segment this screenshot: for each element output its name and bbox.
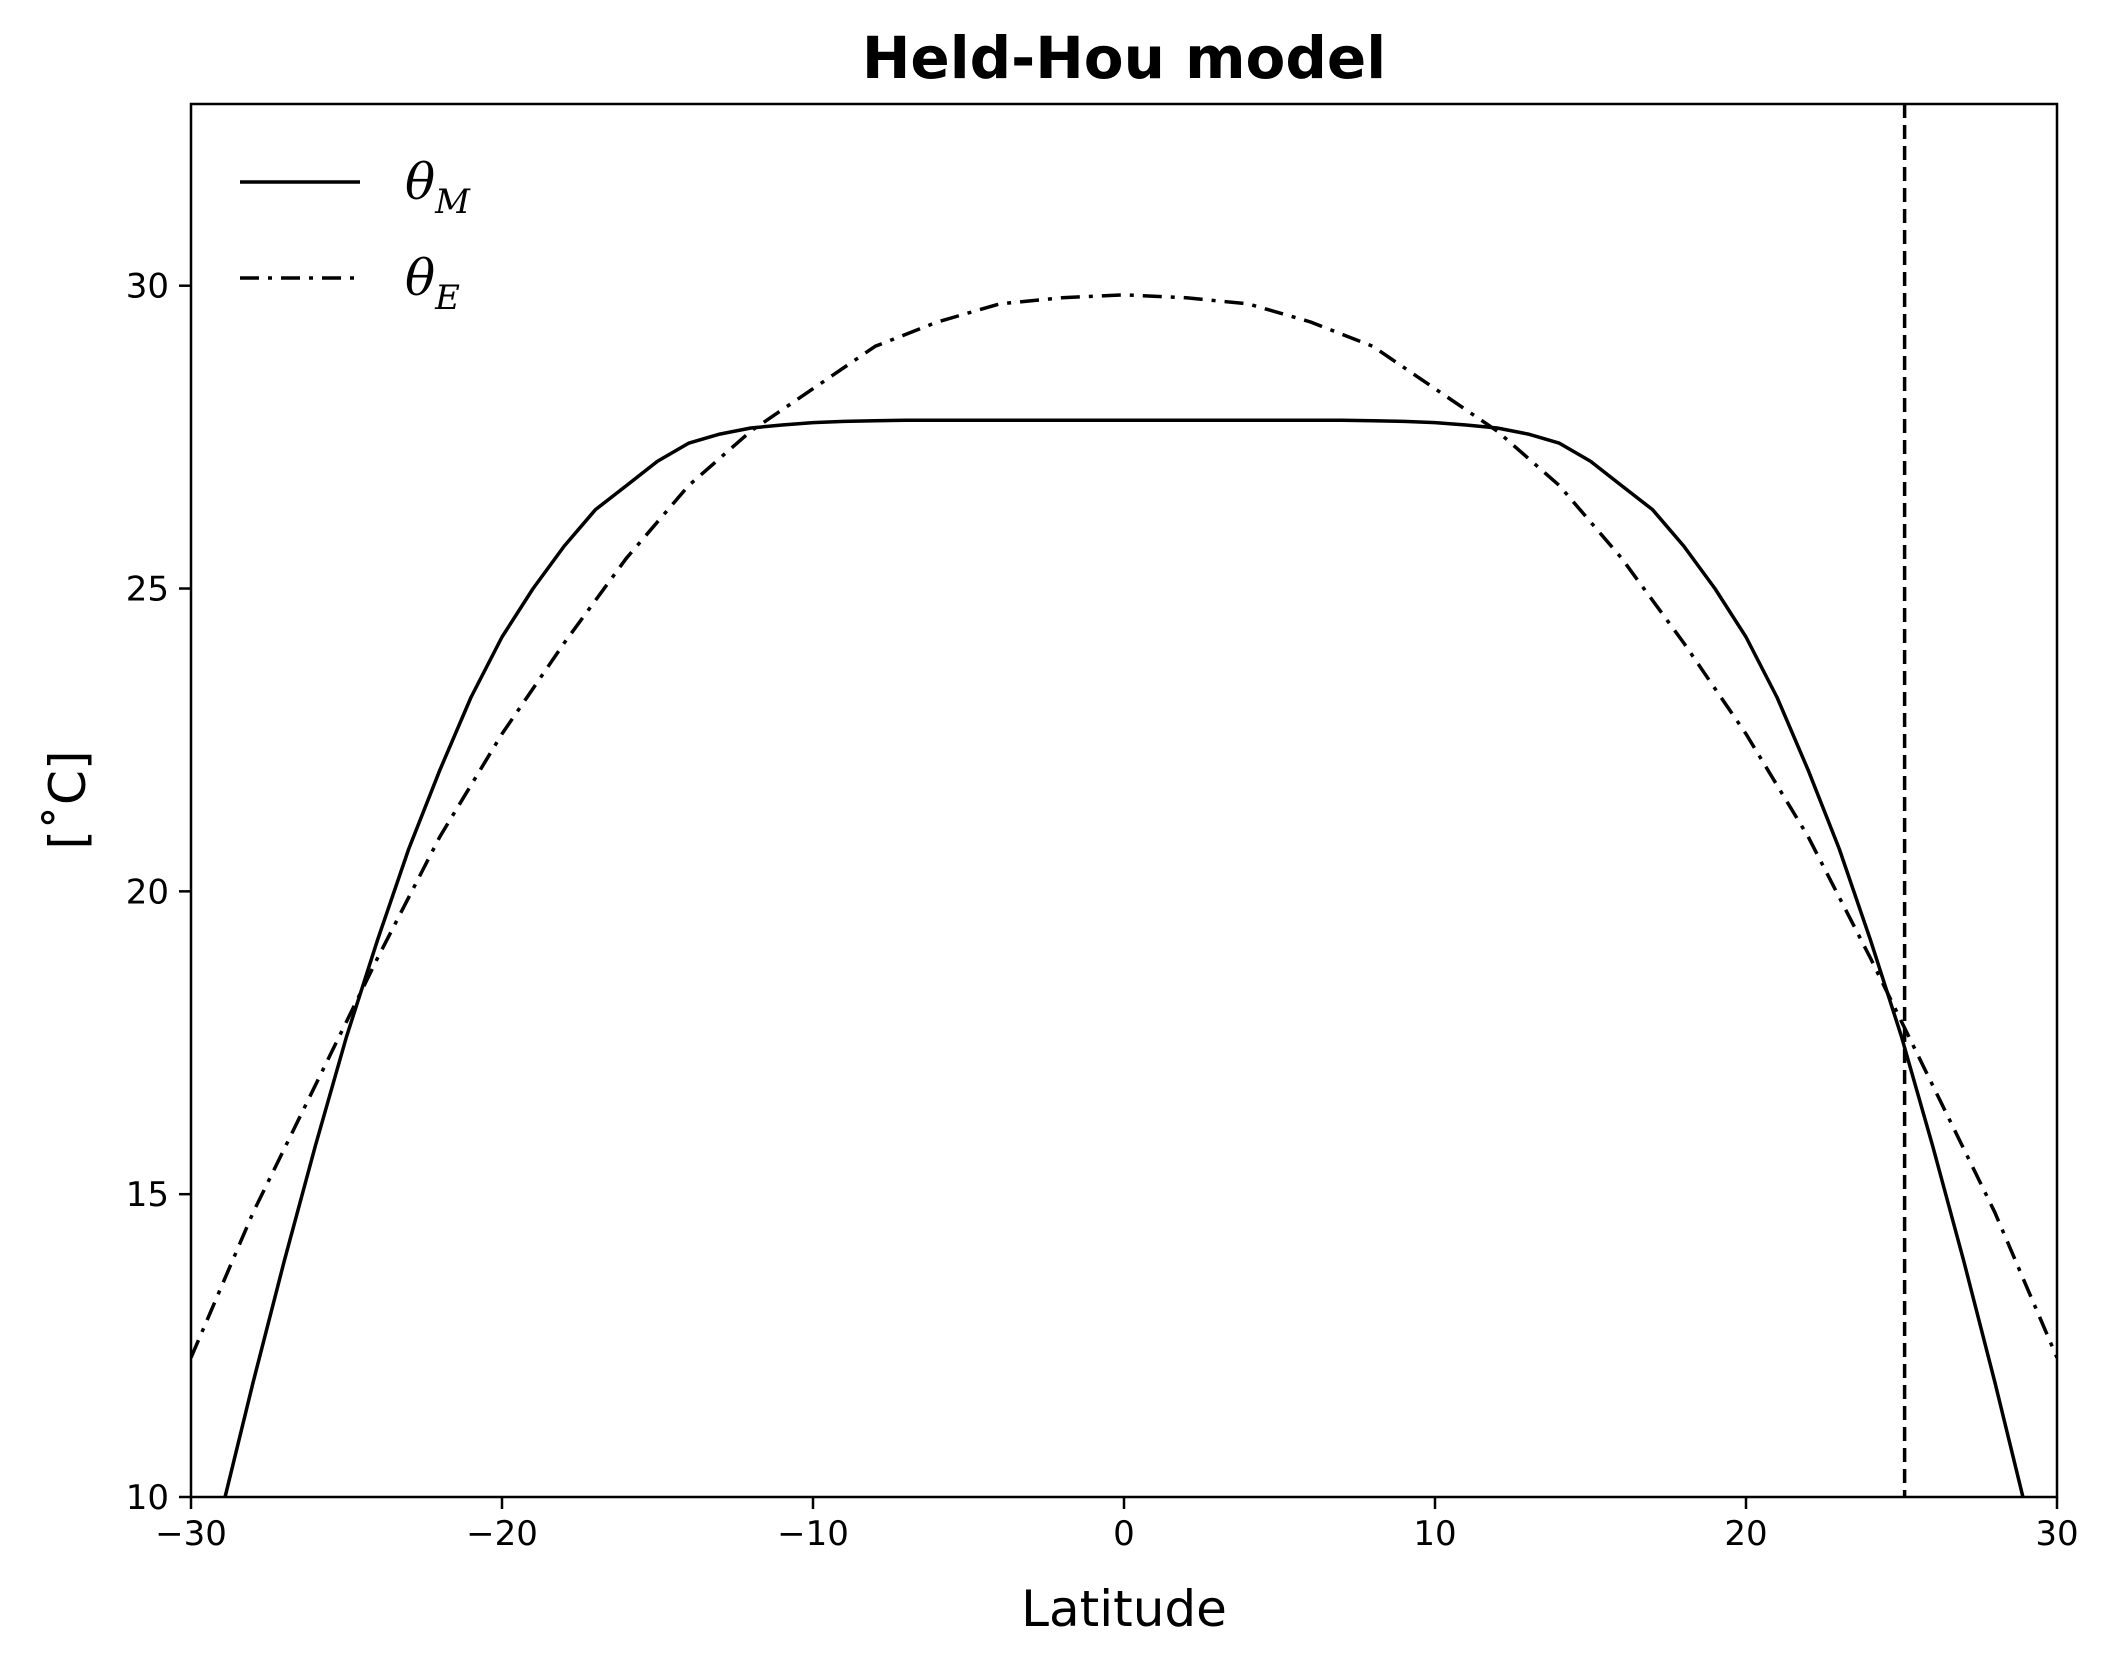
plot-frame [189,102,2059,1499]
x-tick-label: 10 [1413,1514,1456,1554]
y-tick-label: 20 [126,872,169,912]
x-tick-label: 30 [2035,1514,2078,1554]
y-tick-label: 30 [126,267,169,307]
x-axis: −30 −20 −10 0 10 20 30 [155,1497,2079,1554]
legend-label: θM [405,153,471,222]
legend-label-main: θ [405,249,435,307]
legend-label-main: θ [405,153,435,211]
y-tick-label: 15 [126,1175,169,1215]
legend-label: θE [405,249,460,318]
x-tick-label: −30 [155,1514,227,1554]
x-tick-label: 0 [1113,1514,1135,1554]
y-axis-label: [˚C] [39,751,97,850]
x-axis-label: Latitude [1021,1580,1227,1638]
chart-title: Held-Hou model [862,24,1386,92]
y-tick-label: 25 [126,570,169,610]
x-tick-label: 20 [1724,1514,1767,1554]
series-line-theta-m [223,418,2025,1497]
x-tick-label: −10 [777,1514,849,1554]
y-tick-label: 10 [126,1478,169,1518]
legend-label-sub: M [434,182,471,222]
series-layer [191,104,2057,1497]
y-axis: 10 15 20 25 30 [126,267,191,1518]
x-tick-label: −20 [466,1514,538,1554]
series-line-theta-e [191,293,2057,1359]
legend-label-sub: E [434,278,460,318]
